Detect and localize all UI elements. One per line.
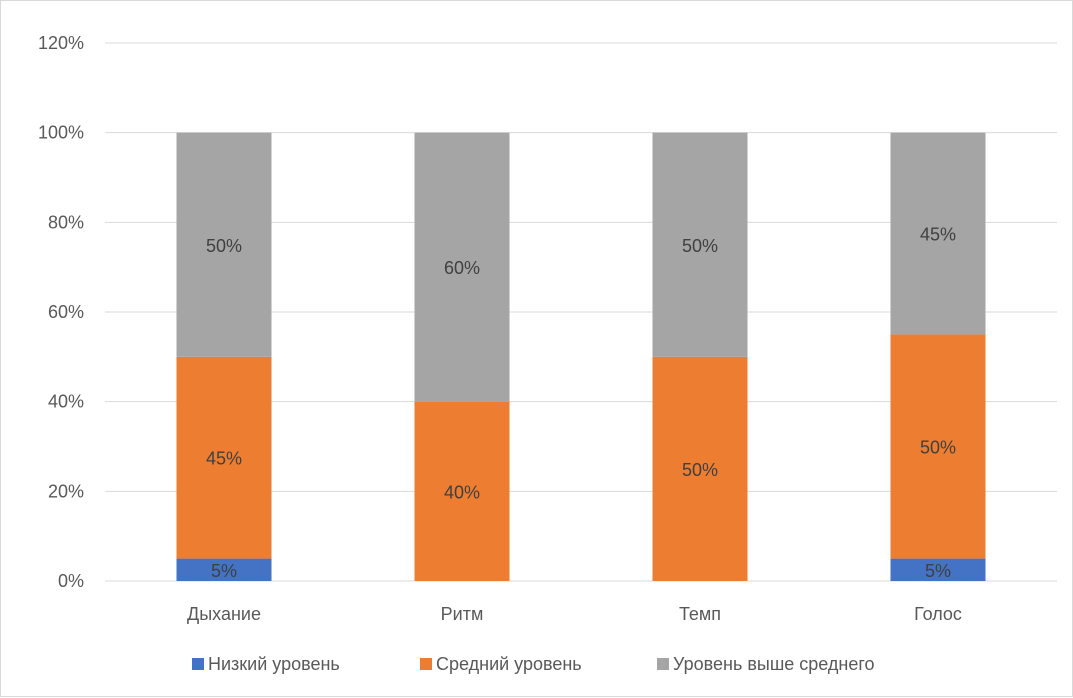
bar-segment <box>890 558 986 581</box>
data-label: 60% <box>444 258 480 278</box>
legend-entry: Низкий уровень <box>208 654 340 674</box>
legend-entry: Уровень выше среднего <box>673 654 875 674</box>
data-label: 50% <box>920 438 956 458</box>
bar-segment <box>652 132 748 357</box>
y-tick-label: 80% <box>48 212 84 232</box>
data-label: 45% <box>920 225 956 245</box>
x-tick-label: Ритм <box>441 604 484 624</box>
legend-swatch <box>192 658 204 670</box>
data-label: 5% <box>925 561 951 581</box>
legend-swatch <box>420 658 432 670</box>
y-tick-label: 60% <box>48 302 84 322</box>
data-label: 40% <box>444 482 480 502</box>
bar-segment <box>890 334 986 559</box>
data-label: 5% <box>211 561 237 581</box>
x-tick-label: Голос <box>914 604 962 624</box>
data-label: 50% <box>682 236 718 256</box>
y-tick-label: 20% <box>48 481 84 501</box>
y-axis: 0% 20% 40% 60% 80% 100% 120% <box>38 33 84 591</box>
data-label: 50% <box>682 460 718 480</box>
bar-segment <box>890 132 986 335</box>
data-label: 50% <box>206 236 242 256</box>
y-tick-label: 120% <box>38 33 84 53</box>
bar-segment <box>414 132 510 402</box>
y-tick-label: 40% <box>48 392 84 412</box>
bars <box>176 132 986 581</box>
x-axis: Дыхание Ритм Темп Голос <box>187 604 962 624</box>
bar-segment <box>652 356 748 581</box>
bar-segment <box>176 558 272 581</box>
legend-entry: Средний уровень <box>436 654 582 674</box>
data-labels: 5% 45% 50% 40% 60% 50% 50% 5% 50% 45% <box>206 225 956 581</box>
data-label: 45% <box>206 449 242 469</box>
bar-segment <box>176 356 272 559</box>
legend: Низкий уровень Средний уровень Уровень выш… <box>192 654 875 674</box>
x-tick-label: Темп <box>679 604 721 624</box>
y-tick-label: 0% <box>58 571 84 591</box>
legend-swatch <box>657 658 669 670</box>
y-tick-label: 100% <box>38 123 84 143</box>
bar-segment <box>176 132 272 357</box>
bar-segment <box>414 401 510 581</box>
x-tick-label: Дыхание <box>187 604 261 624</box>
